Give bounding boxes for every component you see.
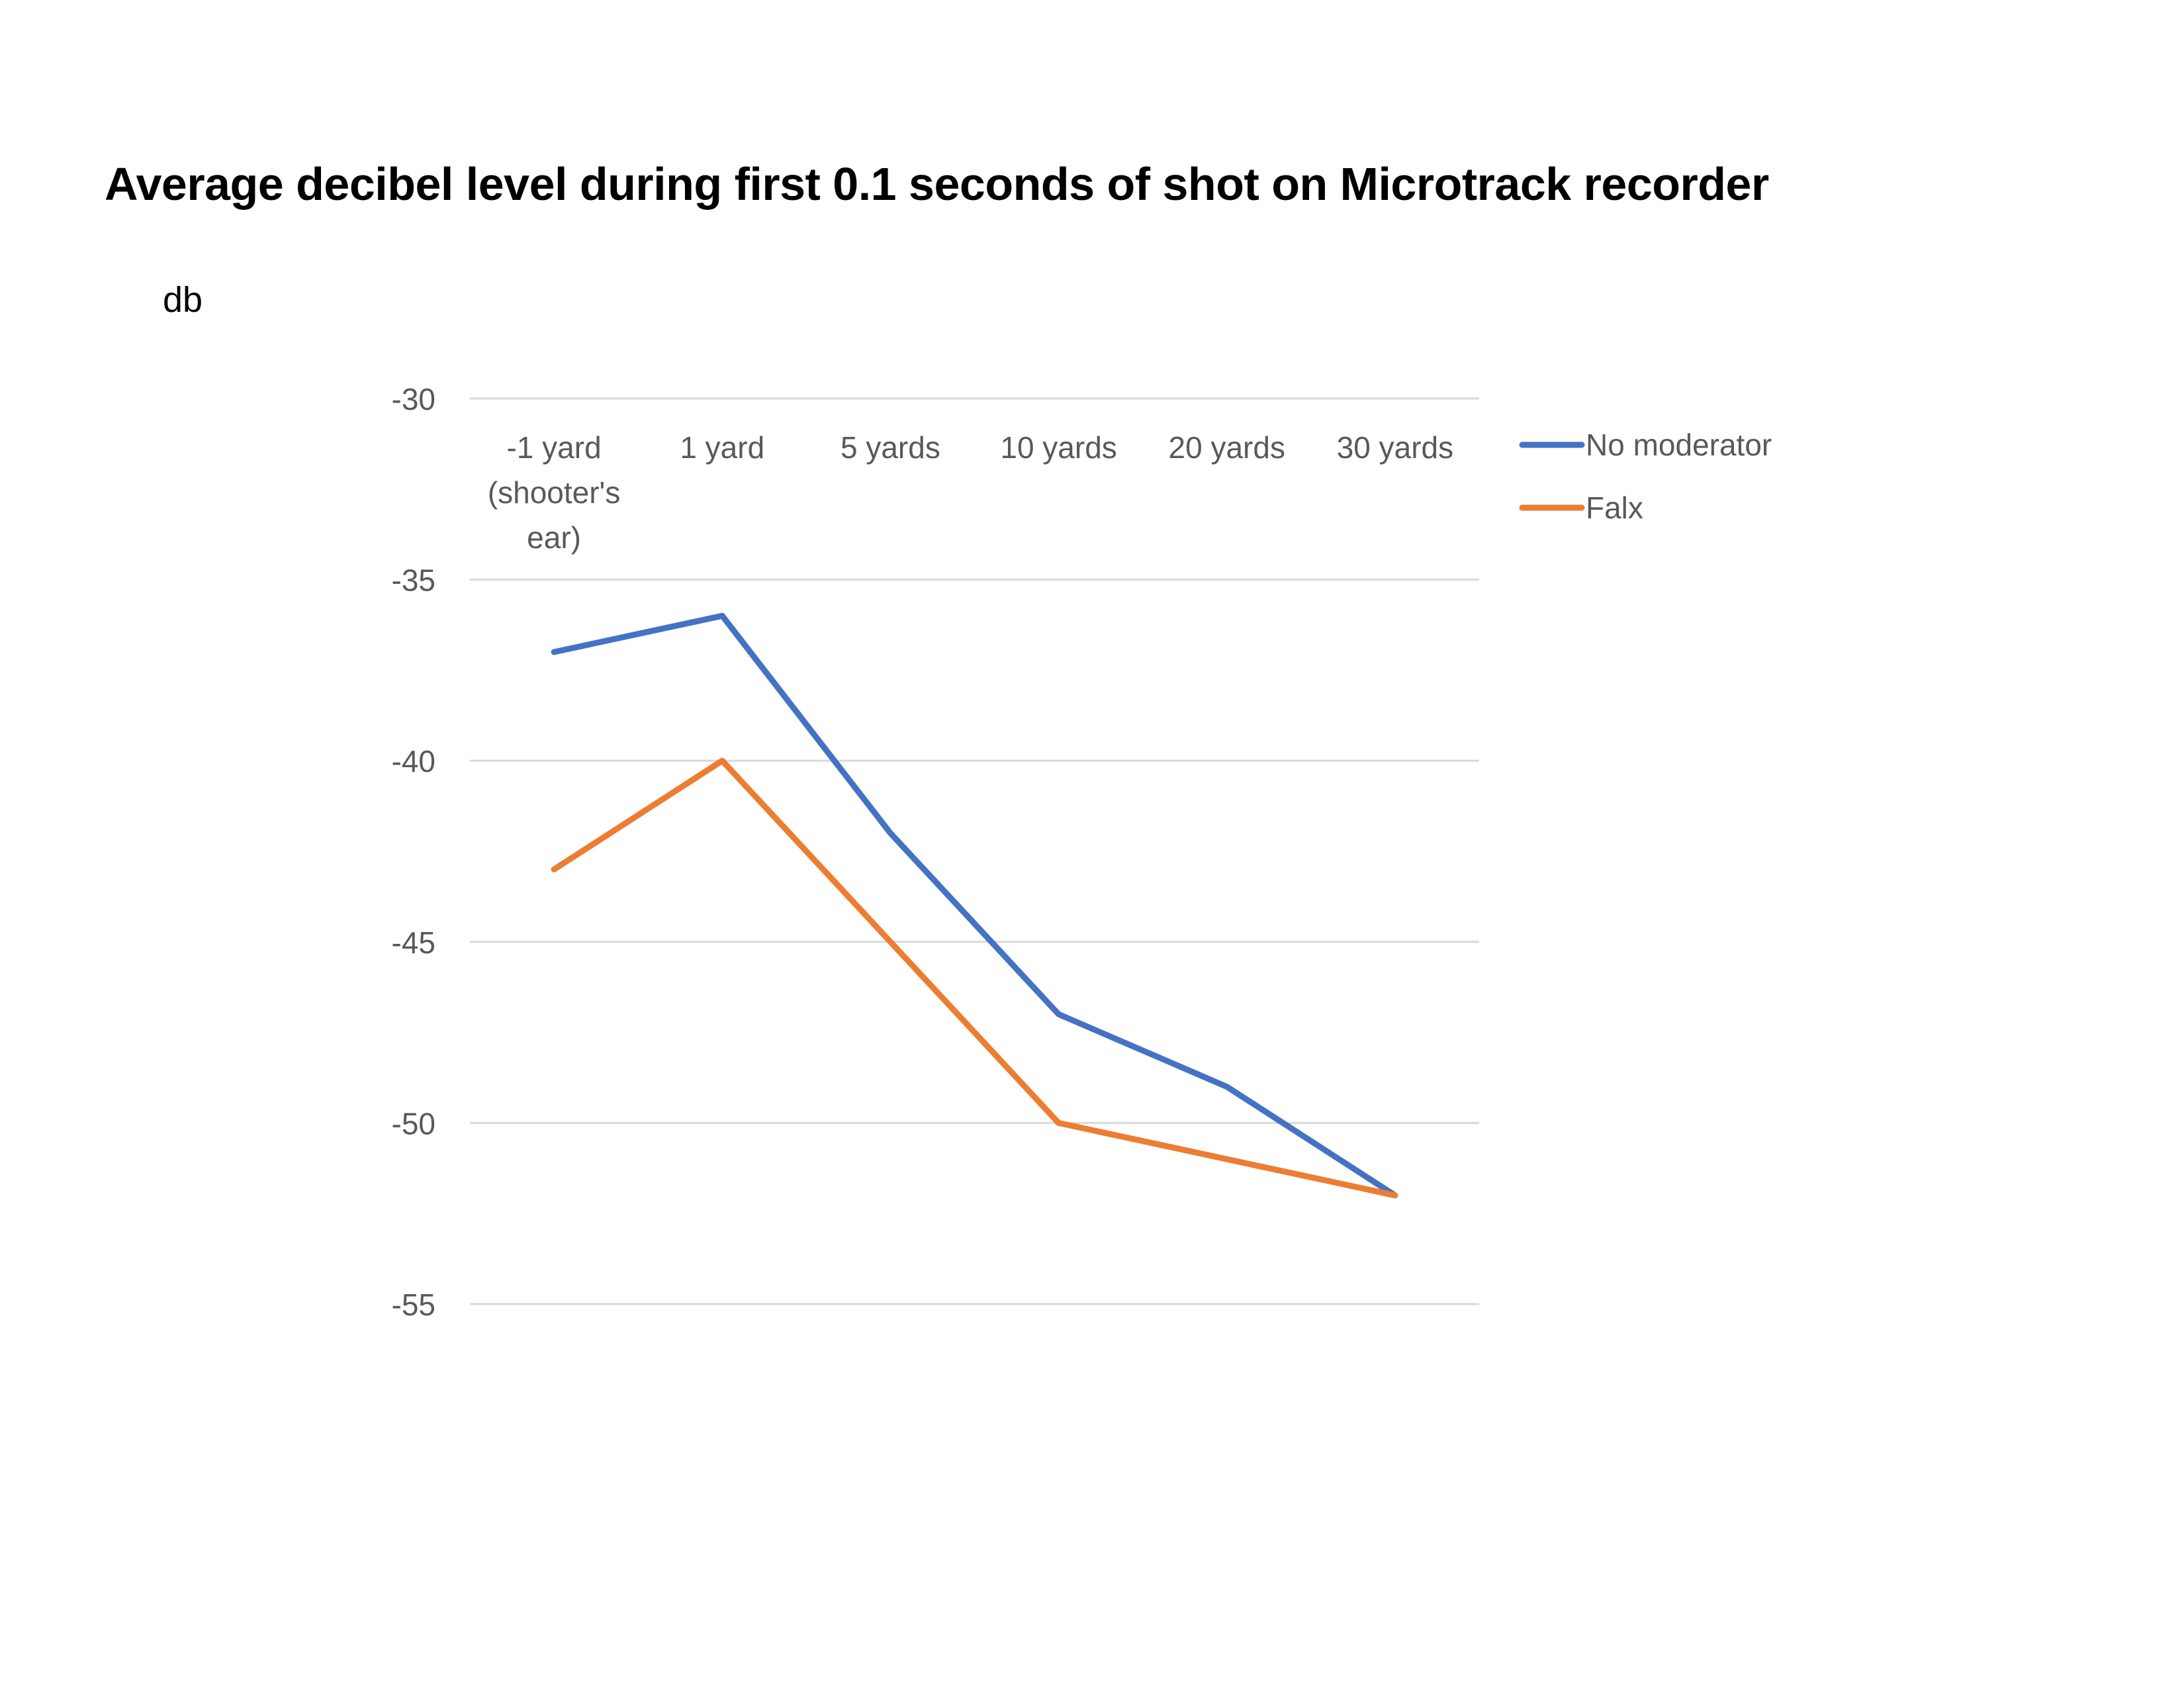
x-tick-label: 20 yards	[1169, 430, 1285, 465]
y-tick-label: -40	[392, 744, 435, 778]
x-tick-label-line: ear)	[527, 520, 581, 555]
x-tick-label: 5 yards	[841, 430, 940, 465]
x-tick-label-line: 10 yards	[1000, 430, 1116, 465]
legend-label: No moderator	[1586, 428, 1772, 462]
x-axis-ticks: -1 yard (shooter's ear) 1 yard 5 yards 10 yar…	[488, 430, 1453, 555]
y-tick-label: -50	[392, 1106, 435, 1141]
legend: No moderator Falx	[1519, 428, 1772, 525]
y-tick-label: -55	[392, 1288, 435, 1322]
y-tick-label: -30	[392, 382, 435, 416]
y-axis-label: db	[163, 280, 203, 320]
gridlines	[470, 397, 1479, 1305]
x-tick-label: 1 yard	[680, 430, 764, 465]
y-axis-ticks: -30 -35 -40 -45 -50 -55	[392, 382, 435, 1322]
x-tick-label: 10 yards	[1000, 430, 1116, 465]
x-tick-label-line: 5 yards	[841, 430, 940, 465]
x-tick-label-line: (shooter's	[488, 475, 621, 510]
x-tick-label: -1 yard (shooter's ear)	[488, 430, 621, 555]
x-tick-label: 30 yards	[1337, 430, 1453, 465]
x-tick-label-line: 20 yards	[1169, 430, 1285, 465]
series-line	[551, 612, 1398, 1199]
series-line	[551, 757, 1398, 1199]
legend-label: Falx	[1586, 491, 1643, 525]
chart-title: Average decibel level during first 0.1 s…	[105, 158, 1769, 210]
x-tick-label-line: -1 yard	[506, 430, 601, 465]
legend-item: No moderator	[1519, 428, 1772, 462]
series-lines	[551, 612, 1398, 1199]
x-tick-label-line: 30 yards	[1337, 430, 1453, 465]
x-tick-label-line: 1 yard	[680, 430, 764, 465]
legend-item: Falx	[1519, 491, 1643, 525]
y-tick-label: -45	[392, 925, 435, 960]
y-tick-label: -35	[392, 563, 435, 598]
